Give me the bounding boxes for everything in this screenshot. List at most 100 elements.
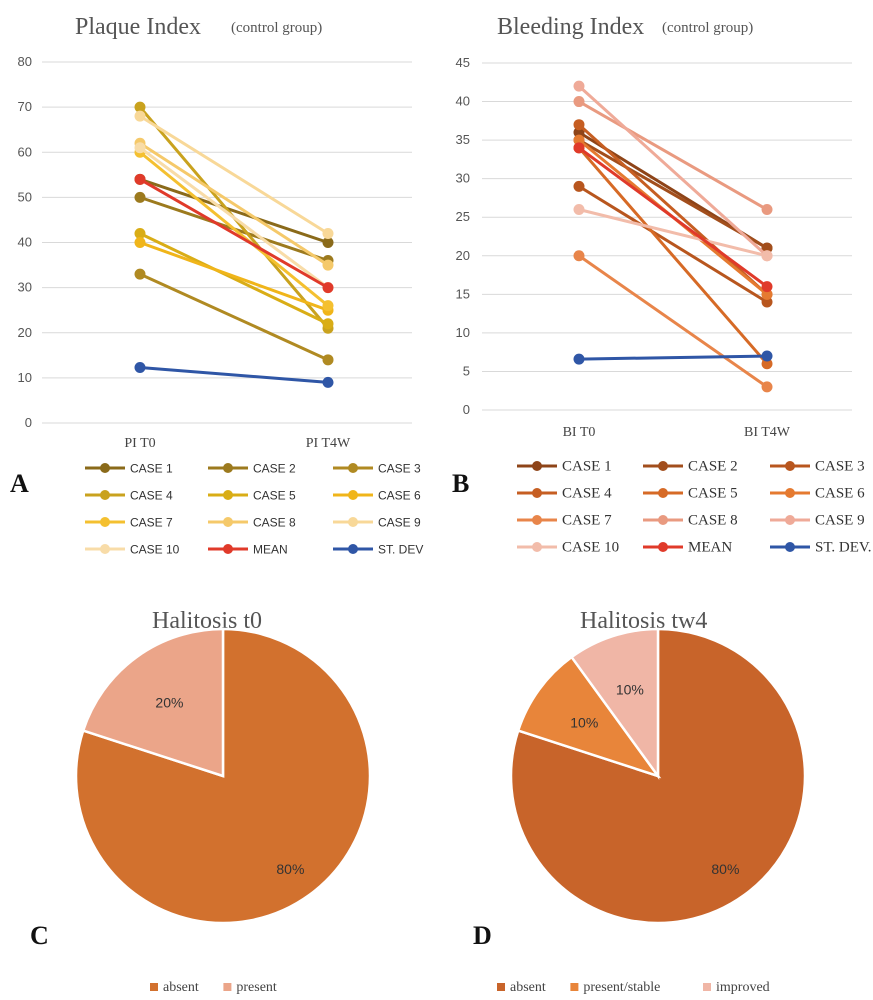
legend-label: improved — [716, 980, 770, 995]
series-line — [577, 138, 769, 250]
data-point — [573, 80, 585, 92]
y-tick-label: 20 — [456, 248, 470, 263]
legend-item: MEAN — [643, 540, 732, 556]
data-point — [322, 300, 334, 312]
series-case-3 — [134, 268, 334, 366]
series-line — [577, 84, 769, 258]
legend-label: present/stable — [583, 980, 660, 995]
data-point — [322, 282, 334, 294]
series-case-8 — [573, 96, 773, 216]
y-tick-label: 60 — [18, 144, 32, 159]
legend-item: CASE 5 — [208, 489, 296, 503]
x-category-label: BI T0 — [563, 425, 596, 440]
x-category-label: BI T4W — [744, 425, 791, 440]
data-point — [322, 354, 334, 366]
y-tick-label: 50 — [18, 189, 32, 204]
legend-label: MEAN — [253, 543, 288, 557]
legend-item: CASE 6 — [770, 486, 865, 502]
slice-label: 10% — [616, 681, 644, 697]
series-case-1 — [134, 173, 334, 248]
legend-item: CASE 6 — [333, 489, 421, 503]
series-line — [138, 272, 330, 362]
legend-marker — [532, 515, 542, 525]
legend-label: CASE 2 — [253, 462, 296, 476]
y-tick-label: 40 — [456, 94, 470, 109]
data-point — [761, 358, 773, 370]
chart-b-subtitle: (control group) — [662, 20, 753, 36]
series-case-7 — [573, 250, 773, 393]
legend-label: CASE 4 — [130, 489, 173, 503]
legend-label: CASE 6 — [378, 489, 421, 503]
chart-a-subtitle: (control group) — [231, 20, 322, 36]
legend-marker — [223, 490, 233, 500]
legend-label: CASE 9 — [815, 513, 865, 529]
series-line — [577, 123, 769, 296]
legend-label: CASE 7 — [562, 513, 612, 529]
legend-swatch — [223, 983, 232, 991]
data-point — [134, 227, 146, 239]
legend-marker — [658, 461, 668, 471]
series-line — [577, 146, 769, 366]
legend-item: CASE 9 — [333, 516, 421, 530]
legend-marker — [223, 544, 233, 554]
series-line — [577, 146, 769, 289]
legend-label: CASE 8 — [253, 516, 296, 530]
y-tick-label: 30 — [18, 280, 32, 295]
chart-b-title: Bleeding Index — [497, 14, 644, 40]
data-point — [573, 119, 585, 131]
legend-label: CASE 10 — [562, 540, 619, 556]
legend-marker — [532, 488, 542, 498]
x-category-label: PI T0 — [124, 436, 155, 451]
y-tick-label: 40 — [18, 235, 32, 250]
series-case-6 — [134, 237, 334, 316]
series-mean — [134, 173, 334, 294]
y-tick-label: 10 — [18, 370, 32, 385]
data-point — [573, 142, 585, 154]
legend-marker — [532, 542, 542, 552]
legend-item: CASE 3 — [333, 462, 421, 476]
legend-item: ST. DEV. — [770, 540, 872, 556]
legend-item: CASE 2 — [643, 459, 738, 475]
data-point — [134, 268, 146, 280]
legend-label: CASE 10 — [130, 543, 180, 557]
legend-item: CASE 7 — [85, 516, 173, 530]
legend-label: present — [236, 980, 277, 995]
legend-marker — [348, 517, 358, 527]
legend-marker — [348, 463, 358, 473]
y-tick-label: 5 — [463, 363, 470, 378]
data-point — [322, 318, 334, 330]
series-line — [577, 184, 769, 304]
legend-label: absent — [510, 980, 546, 995]
legend-swatch — [150, 983, 158, 991]
legend-marker — [785, 542, 795, 552]
data-point — [134, 361, 146, 373]
series-line — [138, 150, 330, 308]
data-point — [761, 381, 773, 393]
data-point — [134, 191, 146, 203]
data-point — [322, 259, 334, 271]
series-case-10 — [573, 204, 773, 262]
series-mean — [573, 142, 773, 293]
chart-a-title: Plaque Index — [75, 14, 201, 40]
legend-item: absent — [497, 980, 546, 995]
y-tick-label: 25 — [456, 209, 470, 224]
legend-marker — [100, 517, 110, 527]
legend-item: CASE 8 — [208, 516, 296, 530]
data-point — [761, 281, 773, 293]
legend-item: CASE 10 — [517, 540, 619, 556]
legend-swatch — [570, 983, 579, 991]
legend-marker — [658, 542, 668, 552]
legend-item: CASE 10 — [85, 543, 180, 557]
data-point — [761, 242, 773, 254]
legend-label: CASE 9 — [378, 516, 421, 530]
legend-marker — [348, 490, 358, 500]
legend-item: CASE 5 — [643, 486, 738, 502]
legend-label: CASE 6 — [815, 486, 865, 502]
legend-item: CASE 8 — [643, 513, 738, 529]
data-point — [573, 134, 585, 146]
data-point — [761, 204, 773, 216]
legend-item: absent — [150, 980, 199, 995]
legend-item: CASE 1 — [85, 462, 173, 476]
data-point — [573, 353, 585, 365]
legend-item: ST. DEV — [333, 543, 423, 557]
